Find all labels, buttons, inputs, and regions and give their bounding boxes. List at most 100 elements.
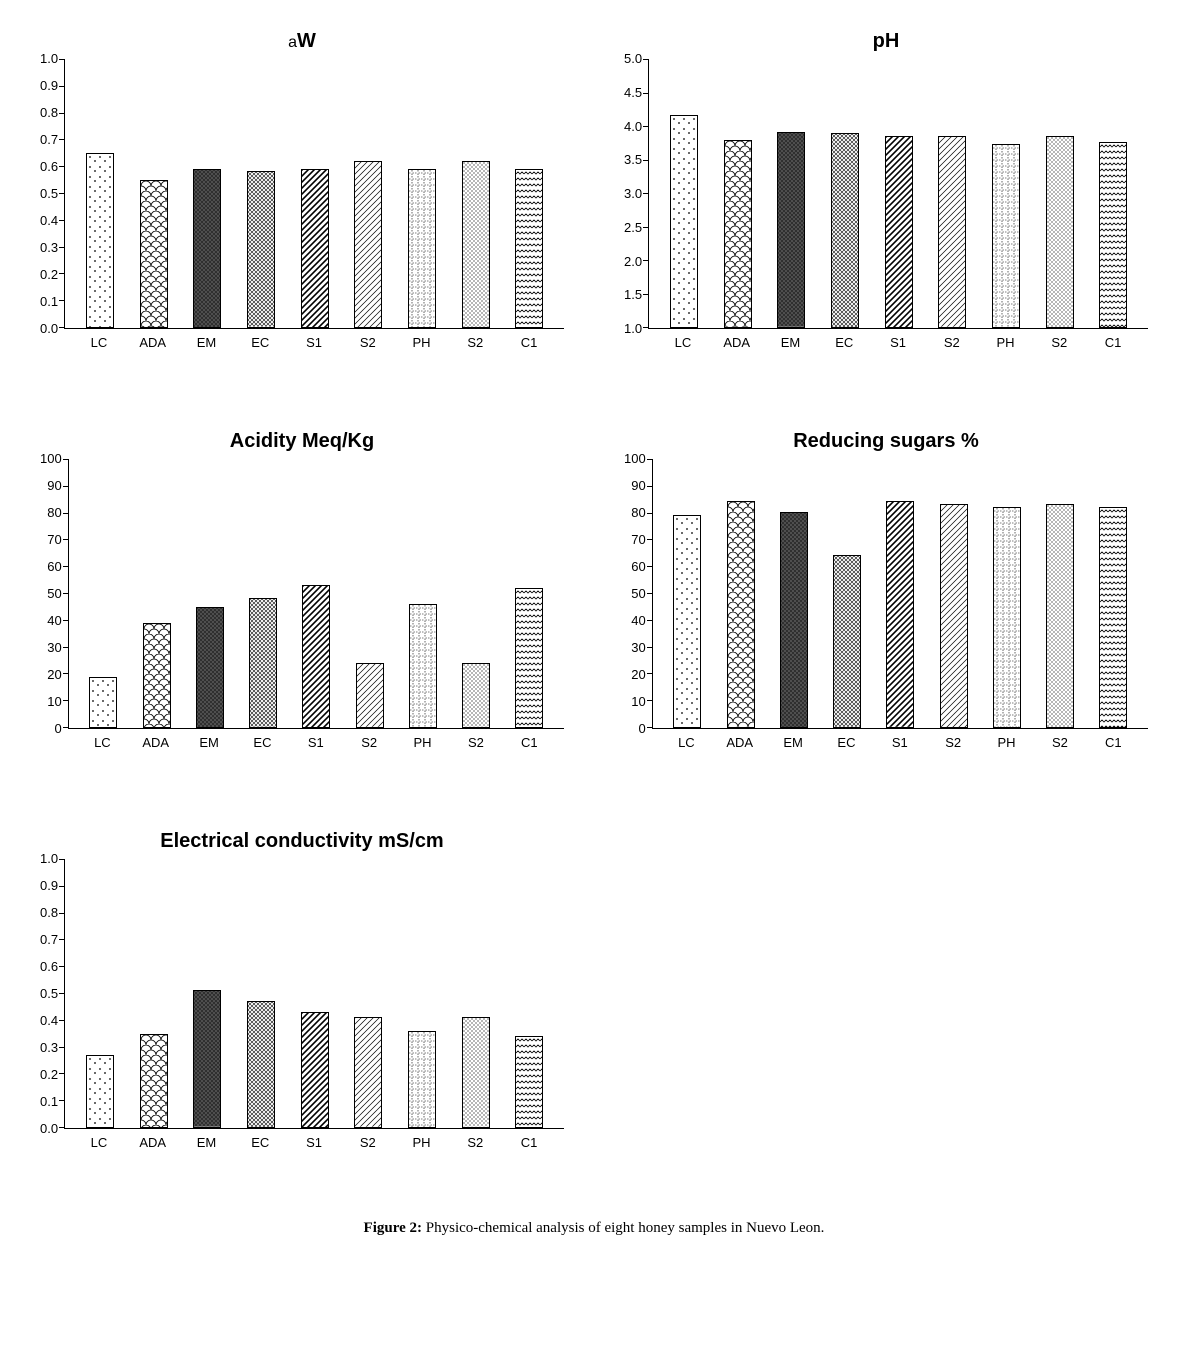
x-tick: C1 — [502, 335, 556, 350]
x-tick: ADA — [713, 735, 766, 750]
x-tick: LC — [72, 335, 126, 350]
chart-sugars: Reducing sugars %0102030405060708090100L… — [624, 430, 1148, 750]
x-tick: C1 — [1087, 735, 1140, 750]
caption-text: Physico-chemical analysis of eight honey… — [426, 1220, 825, 1236]
x-axis: LCADAEMECS1S2PHS2C1 — [652, 729, 1148, 750]
plot-area — [64, 859, 564, 1129]
bar-ADA — [140, 1034, 168, 1129]
x-tick: S2 — [449, 735, 502, 750]
bar-EM — [777, 132, 805, 328]
bar-PH — [408, 169, 436, 328]
x-tick: ADA — [129, 735, 182, 750]
x-tick: LC — [660, 735, 713, 750]
x-tick: C1 — [1086, 335, 1140, 350]
bar-S2 — [462, 663, 490, 728]
bar-S2 — [462, 1017, 490, 1128]
bar-EM — [193, 990, 221, 1128]
bar-S1 — [885, 136, 913, 328]
x-tick: EC — [820, 735, 873, 750]
x-axis: LCADAEMECS1S2PHS2C1 — [68, 729, 564, 750]
x-tick: C1 — [503, 735, 556, 750]
bar-PH — [409, 604, 437, 728]
bar-S2 — [354, 161, 382, 328]
x-tick: LC — [72, 1135, 126, 1150]
x-tick: S1 — [287, 335, 341, 350]
x-tick: EM — [180, 335, 234, 350]
chart-aw: aW0.00.10.20.30.40.50.60.70.80.91.0LCADA… — [40, 30, 564, 350]
x-tick: S1 — [289, 735, 342, 750]
bar-S2 — [462, 161, 490, 328]
x-tick: S2 — [1033, 735, 1086, 750]
bar-S2 — [356, 663, 384, 728]
x-tick: S2 — [448, 1135, 502, 1150]
x-tick: S2 — [1032, 335, 1086, 350]
chart-title: Electrical conductivity mS/cm — [40, 830, 564, 853]
x-tick: S2 — [341, 335, 395, 350]
bar-PH — [993, 507, 1021, 728]
bar-EM — [196, 607, 224, 729]
chart-title: aW — [40, 30, 564, 53]
bar-ADA — [140, 180, 168, 329]
x-tick: EM — [180, 1135, 234, 1150]
x-axis: LCADAEMECS1S2PHS2C1 — [64, 329, 564, 350]
x-tick: PH — [395, 1135, 449, 1150]
caption-label: Figure 2: — [364, 1220, 422, 1236]
bar-EC — [831, 133, 859, 328]
figure-caption: Figure 2: Physico-chemical analysis of e… — [40, 1220, 1148, 1237]
chart-acidity: Acidity Meq/Kg0102030405060708090100LCAD… — [40, 430, 564, 750]
bar-S1 — [301, 169, 329, 328]
bar-ADA — [724, 140, 752, 328]
bar-ADA — [727, 501, 755, 728]
bar-S1 — [886, 501, 914, 728]
bar-EM — [780, 512, 808, 728]
x-tick: S1 — [287, 1135, 341, 1150]
x-tick: EM — [182, 735, 235, 750]
bar-LC — [673, 515, 701, 728]
x-tick: PH — [979, 335, 1033, 350]
x-tick: EC — [233, 335, 287, 350]
x-tick: S2 — [448, 335, 502, 350]
bar-S1 — [301, 1012, 329, 1128]
x-tick: ADA — [126, 1135, 180, 1150]
x-tick: C1 — [502, 1135, 556, 1150]
chart-title: Acidity Meq/Kg — [40, 430, 564, 453]
bar-EC — [833, 555, 861, 728]
chart-title: Reducing sugars % — [624, 430, 1148, 453]
bar-S2 — [1046, 136, 1074, 328]
x-tick: ADA — [126, 335, 180, 350]
bar-LC — [86, 1055, 114, 1128]
plot-area — [64, 59, 564, 329]
chart-title: pH — [624, 30, 1148, 53]
x-axis: LCADAEMECS1S2PHS2C1 — [648, 329, 1148, 350]
x-tick: EC — [236, 735, 289, 750]
plot-area — [68, 459, 564, 729]
chart-ec: Electrical conductivity mS/cm0.00.10.20.… — [40, 830, 564, 1150]
bar-S2 — [938, 136, 966, 328]
bar-LC — [86, 153, 114, 329]
bar-EC — [249, 598, 277, 728]
x-tick: LC — [76, 735, 129, 750]
x-axis: LCADAEMECS1S2PHS2C1 — [64, 1129, 564, 1150]
bar-LC — [670, 115, 698, 328]
x-tick: S1 — [873, 735, 926, 750]
x-tick: PH — [980, 735, 1033, 750]
bar-C1 — [1099, 507, 1127, 728]
x-tick: LC — [656, 335, 710, 350]
bar-C1 — [1099, 142, 1127, 328]
x-tick: EM — [764, 335, 818, 350]
x-tick: S2 — [927, 735, 980, 750]
bar-S1 — [302, 585, 330, 728]
bar-S2 — [354, 1017, 382, 1128]
x-tick: S2 — [925, 335, 979, 350]
x-tick: EM — [766, 735, 819, 750]
plot-area — [648, 59, 1148, 329]
bar-PH — [992, 144, 1020, 328]
x-tick: EC — [233, 1135, 287, 1150]
x-tick: ADA — [710, 335, 764, 350]
x-tick: S1 — [871, 335, 925, 350]
x-tick: S2 — [343, 735, 396, 750]
chart-ph: pH1.01.52.02.53.03.54.04.55.0LCADAEMECS1… — [624, 30, 1148, 350]
bar-LC — [89, 677, 117, 728]
bar-EC — [247, 171, 275, 328]
bar-EC — [247, 1001, 275, 1128]
